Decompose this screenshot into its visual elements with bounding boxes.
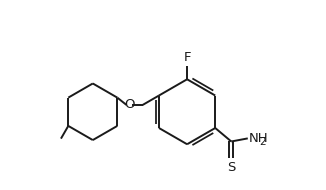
Text: 2: 2	[260, 137, 266, 147]
Text: S: S	[227, 161, 235, 174]
Text: NH: NH	[249, 132, 269, 145]
Text: O: O	[124, 98, 134, 112]
Text: F: F	[183, 51, 191, 64]
